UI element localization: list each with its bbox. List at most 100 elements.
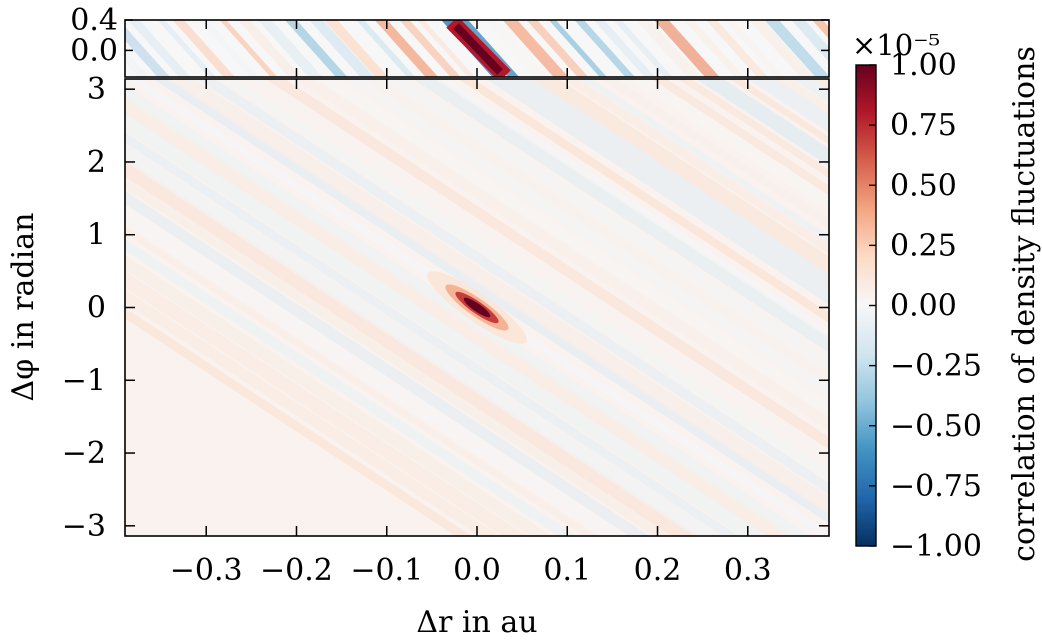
zoom-heatmap-stripe bbox=[764, 20, 829, 77]
colorbar-tick-label: 0.75 bbox=[890, 108, 957, 143]
zoom-heatmap-stripe bbox=[237, 20, 302, 77]
zoom-heatmap-stripe bbox=[309, 20, 375, 77]
colorbar-tick-label: −0.50 bbox=[890, 409, 982, 444]
x-tick-label: 0.1 bbox=[543, 553, 591, 588]
main-y-tick-label: 1 bbox=[87, 218, 106, 253]
zoom-heatmap-stripe bbox=[127, 20, 191, 77]
zoom-heatmap-stripe bbox=[593, 20, 656, 77]
main-y-tick-label: 0 bbox=[87, 291, 106, 326]
zoom-panel: 0.40.0 bbox=[70, 3, 830, 78]
zoom-heatmap-stripe bbox=[125, 50, 149, 77]
main-heatmap-stripe bbox=[125, 254, 553, 536]
main-heatmap-stripe bbox=[362, 79, 829, 386]
x-tick-label: −0.2 bbox=[260, 553, 333, 588]
x-ticks: −0.3 −0.2 −0.1 0.0 0.1 0.2 0.3 bbox=[170, 20, 772, 588]
main-heatmap-stripe bbox=[314, 79, 829, 418]
main-heatmap-stripe bbox=[125, 190, 650, 536]
zoom-heatmap-stripe bbox=[653, 20, 720, 77]
main-heatmap-stripe bbox=[578, 79, 829, 244]
main-panel-heatmap bbox=[125, 79, 829, 536]
zoom-heatmap-stripe bbox=[219, 20, 278, 77]
zoom-heatmap-stripe bbox=[749, 20, 815, 77]
x-axis-label: Δr in au bbox=[416, 605, 537, 640]
main-heatmap-stripe bbox=[125, 111, 770, 536]
main-heatmap-stripe bbox=[504, 79, 829, 293]
colorbar-tick-label: 1.00 bbox=[890, 48, 957, 83]
main-heatmap-stripe bbox=[678, 79, 829, 179]
zoom-heatmap-stripe bbox=[548, 20, 607, 77]
main-heatmap-stripe bbox=[125, 289, 500, 536]
main-heatmap-stripe bbox=[651, 79, 829, 196]
zoom-heatmap-stripe bbox=[356, 20, 416, 77]
colorbar-scale-label: ×10⁻⁵ bbox=[852, 28, 940, 62]
main-heatmap-stripe bbox=[485, 79, 829, 305]
main-heatmap-stripe bbox=[125, 144, 721, 536]
zoom-heatmap-stripe bbox=[705, 20, 768, 77]
colorbar-label: correlation of density fluctuations bbox=[1007, 46, 1042, 562]
zoom-heatmap-stripe bbox=[635, 20, 702, 77]
main-heatmap-stripe bbox=[125, 271, 528, 536]
zoom-panel-y-ticks: 0.40.0 bbox=[70, 3, 829, 68]
colorbar-tick-label: 0.00 bbox=[890, 289, 957, 324]
main-y-tick-label: 3 bbox=[87, 72, 106, 107]
main-heatmap-stripe bbox=[412, 79, 829, 353]
main-heatmap-stripe bbox=[125, 84, 811, 536]
main-heatmap-stripe bbox=[561, 79, 829, 255]
main-heatmap-stripe bbox=[125, 238, 577, 536]
main-panel: 3 2 1 0 −1 −2 −3 −0.3 −0.2 −0.1 0.0 0.1 0.2 0.3 bbox=[62, 20, 830, 588]
colorbar-tick-label: −0.75 bbox=[890, 469, 982, 504]
main-heatmap-stripe bbox=[125, 132, 740, 536]
main-y-tick-label: −3 bbox=[62, 509, 106, 544]
main-heatmap-stripe bbox=[342, 79, 829, 400]
y-axis-label: Δφ in radian bbox=[6, 213, 41, 402]
main-heatmap-stripe bbox=[125, 225, 597, 536]
zoom-heatmap-stripe bbox=[125, 26, 171, 77]
x-tick-label: −0.3 bbox=[170, 553, 243, 588]
zoom-heatmap-stripe bbox=[172, 20, 236, 77]
zoom-heatmap-stripe bbox=[683, 20, 745, 77]
zoom-heatmap-stripe bbox=[526, 20, 589, 77]
colorbar-tick-label: 0.50 bbox=[890, 168, 957, 203]
colorbar-tick-label: −0.25 bbox=[890, 349, 982, 384]
zoom-heatmap-stripe bbox=[198, 20, 259, 77]
zoom-heatmap-stripe bbox=[257, 20, 323, 77]
main-heatmap-stripe bbox=[434, 79, 829, 339]
zoom-heatmap-stripe bbox=[724, 20, 785, 77]
main-heatmap-stripe bbox=[196, 79, 829, 495]
zoom-y-tick-label: 0.0 bbox=[70, 33, 118, 68]
main-heatmap-stripe bbox=[294, 79, 829, 431]
colorbar: 1.00 0.75 0.50 0.25 0.00 −0.25 −0.50 −0.75 −1.00… bbox=[852, 28, 1042, 564]
main-heatmap-stripe bbox=[696, 79, 829, 167]
x-tick-label: 0.0 bbox=[453, 553, 501, 588]
main-heatmap-stripe bbox=[125, 204, 629, 536]
zoom-heatmap-stripe bbox=[417, 20, 476, 77]
zoom-heatmap-stripe bbox=[613, 20, 673, 77]
main-heatmap-stripe bbox=[383, 79, 829, 373]
x-tick-label: 0.2 bbox=[634, 553, 682, 588]
main-panel-y-ticks: 3 2 1 0 −1 −2 −3 bbox=[62, 72, 829, 544]
main-heatmap-stripe bbox=[241, 79, 829, 466]
colorbar-tick-label: −1.00 bbox=[890, 529, 982, 564]
main-heatmap-stripe bbox=[166, 79, 829, 515]
colorbar-ticks: 1.00 0.75 0.50 0.25 0.00 −0.25 −0.50 −0.75 −1.00 bbox=[869, 48, 982, 564]
main-heatmap-stripe bbox=[265, 79, 829, 450]
zoom-heatmap-stripe bbox=[574, 20, 635, 77]
main-y-tick-label: −1 bbox=[62, 363, 106, 398]
zoom-heatmap-stripe bbox=[324, 20, 389, 77]
zoom-heatmap-stripe bbox=[502, 20, 569, 77]
zoom-heatmap-peak bbox=[453, 23, 503, 75]
main-heatmap-stripe bbox=[125, 95, 795, 536]
zoom-heatmap-stripe bbox=[812, 20, 829, 39]
x-tick-label: 0.3 bbox=[724, 553, 772, 588]
main-heatmap-stripe bbox=[601, 79, 829, 229]
zoom-heatmap-stripe bbox=[483, 20, 548, 77]
main-heatmap-stripe bbox=[628, 79, 829, 211]
main-heatmap-stripe bbox=[125, 307, 472, 536]
colorbar-tick-label: 0.25 bbox=[890, 228, 957, 263]
main-y-tick-label: −2 bbox=[62, 436, 106, 471]
x-tick-label: −0.1 bbox=[350, 553, 423, 588]
main-heatmap-stripe bbox=[125, 173, 677, 536]
main-heatmap-stripe bbox=[458, 79, 829, 323]
main-heatmap-peak bbox=[463, 297, 491, 318]
